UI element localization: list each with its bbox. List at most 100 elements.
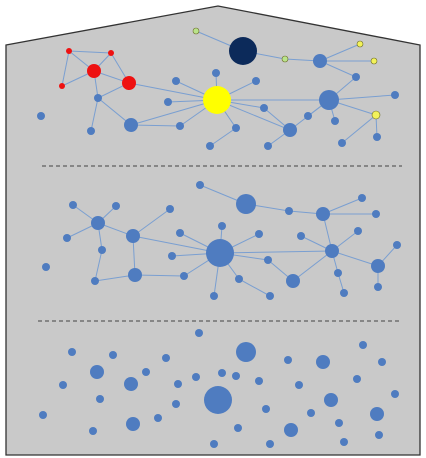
network-edge-top [61,50,70,87]
network-node-top [164,98,172,106]
network-node-bottom [359,341,367,349]
network-node-top [304,112,312,120]
network-node-bottom [324,393,338,407]
network-node-middle [210,292,218,300]
network-node-bottom [284,423,298,437]
network-node-bottom [109,351,117,359]
network-node-top [319,90,339,110]
network-node-bottom [39,411,47,419]
network-node-middle [91,277,99,285]
network-edge-top [68,50,112,54]
network-node-top [108,50,114,56]
network-node-top [373,133,381,141]
network-node-bottom [96,395,104,403]
network-edge-top [90,97,99,132]
network-node-middle [325,244,339,258]
network-node-middle [176,229,184,237]
network-edge-middle [132,208,171,237]
network-node-middle [264,256,272,264]
network-node-bottom [218,369,226,377]
network-node-bottom [232,372,240,380]
network-node-top [87,64,101,78]
network-node-top [232,124,240,132]
network-node-middle [316,207,330,221]
network-edge-top [319,43,361,62]
network-node-top [206,142,214,150]
network-edge-top [209,127,237,147]
network-node-bottom [90,365,104,379]
network-node-bottom [195,329,203,337]
network-node-middle [372,210,380,218]
network-node-top [331,117,339,125]
network-edge-middle [94,249,103,282]
network-node-top [59,83,65,89]
network-node-middle [354,227,362,235]
network-node-top [281,55,289,63]
network-edge-middle [322,197,363,215]
network-node-top [260,104,268,112]
network-node-middle [168,252,176,260]
network-node-top [352,73,360,81]
network-node-bottom [192,373,200,381]
network-node-middle [112,202,120,210]
network-node-bottom [266,440,274,448]
network-node-middle [206,239,234,267]
network-node-top [37,112,45,120]
network-edge-middle [134,274,185,277]
network-node-middle [374,283,382,291]
network-node-middle [126,229,140,243]
network-node-middle [236,194,256,214]
network-node-bottom [172,400,180,408]
network-node-bottom [59,381,67,389]
network-node-bottom [391,390,399,398]
network-node-bottom [162,354,170,362]
network-node-bottom [340,438,348,446]
network-node-top [66,48,72,54]
network-edge-top [128,82,218,101]
network-node-middle [393,241,401,249]
network-edge-middle [238,278,271,297]
network-node-top [176,122,184,130]
network-node-bottom [295,381,303,389]
network-node-middle [235,275,243,283]
network-node-bottom [126,417,140,431]
network-edge-middle [292,250,333,282]
network-node-middle [91,216,105,230]
network-node-top [313,54,327,68]
network-node-middle [42,263,50,271]
network-edge-top [130,124,181,127]
network-node-bottom [307,409,315,417]
network-node-middle [69,201,77,209]
network-node-top [203,86,231,114]
network-node-top [391,91,399,99]
network-node-bottom [68,348,76,356]
network-edge-middle [219,250,333,254]
network-node-bottom [375,431,383,439]
network-node-middle [196,181,204,189]
network-node-top [252,77,260,85]
network-node-middle [166,205,174,213]
network-edge-top [328,94,396,101]
network-node-middle [297,232,305,240]
network-node-top [283,123,297,137]
network-edge-middle [331,250,379,267]
network-node-middle [334,269,342,277]
network-node-bottom [378,358,386,366]
network-node-top [172,77,180,85]
network-edge-top [341,114,377,144]
network-node-bottom [262,405,270,413]
network-node-top [124,118,138,132]
network-node-middle [286,274,300,288]
network-node-bottom [204,386,232,414]
nodes-layer [37,27,401,448]
network-node-top [87,127,95,135]
network-edge-middle [132,235,221,254]
network-node-middle [128,268,142,282]
network-node-top [356,40,364,48]
network-node-middle [358,194,366,202]
network-node-top [212,69,220,77]
network-node-bottom [124,377,138,391]
network-node-bottom [370,407,384,421]
